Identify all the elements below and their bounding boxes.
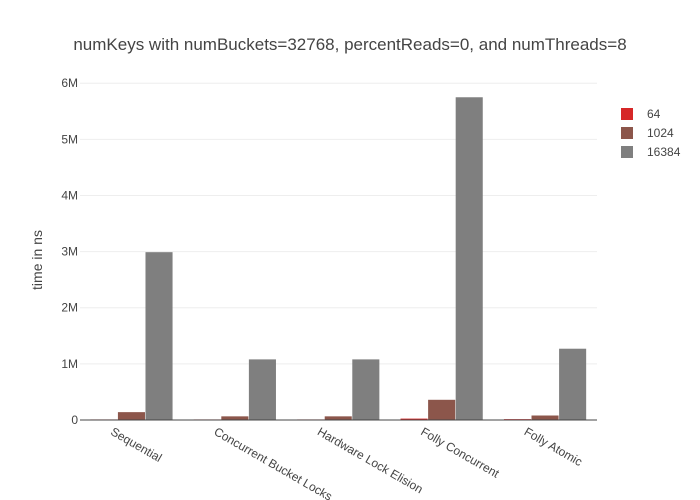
- bar-1024-concurrent-bucket-locks: [221, 416, 249, 420]
- y-tick-label: 6M: [61, 76, 78, 90]
- chart-title: numKeys with numBuckets=32768, percentRe…: [73, 35, 626, 54]
- y-tick-label: 4M: [61, 188, 78, 202]
- y-tick-label: 0: [71, 413, 78, 427]
- y-tick-label: 1M: [61, 357, 78, 371]
- y-tick-label: 3M: [61, 245, 78, 259]
- bar-16384-folly-atomic: [559, 348, 587, 420]
- legend-label: 16384: [647, 145, 681, 159]
- bar-1024-hardware-lock-elision: [324, 416, 352, 420]
- y-axis-label: time in ns: [29, 230, 45, 290]
- legend-swatch-64: [621, 108, 633, 120]
- legend-label: 64: [647, 107, 661, 121]
- legend-label: 1024: [647, 126, 674, 140]
- bar-16384-hardware-lock-elision: [352, 359, 380, 420]
- bars: [90, 97, 587, 421]
- legend-swatch-1024: [621, 127, 633, 139]
- legend: 64 1024 16384: [621, 107, 681, 159]
- bar-1024-sequential: [117, 412, 145, 420]
- bar-16384-folly-concurrent: [455, 97, 483, 421]
- x-tick-label: Folly Atomic: [522, 424, 585, 468]
- bar-16384-sequential: [145, 252, 173, 420]
- bar-1024-folly-concurrent: [428, 399, 456, 420]
- x-tick-label: Folly Concurrent: [418, 424, 502, 480]
- legend-swatch-16384: [621, 146, 633, 158]
- y-tick-label: 2M: [61, 301, 78, 315]
- bar-1024-folly-atomic: [531, 415, 559, 420]
- bar-16384-concurrent-bucket-locks: [248, 359, 276, 420]
- x-tick-labels: Sequential Concurrent Bucket LocksHardwar…: [108, 424, 585, 500]
- y-tick-label: 5M: [61, 132, 78, 146]
- bar-64-folly-concurrent: [400, 418, 428, 420]
- x-tick-label: Sequential: [108, 424, 164, 464]
- y-tick-labels: 0 1M 2M 3M 4M 5M 6M: [61, 76, 78, 427]
- x-tick-label: Hardware Lock Elision: [315, 424, 425, 496]
